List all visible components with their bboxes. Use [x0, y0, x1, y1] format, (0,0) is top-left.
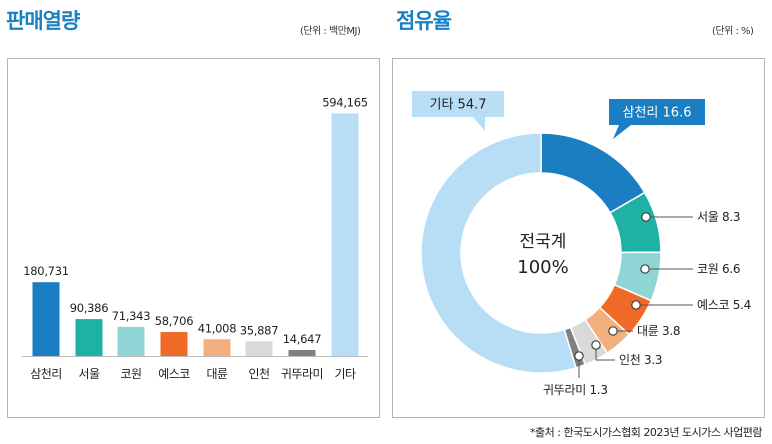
bar-item-6 [288, 350, 316, 356]
leader-dot [591, 340, 601, 350]
bar-category-label: 예스코 [158, 367, 190, 381]
share-donut-chart: 전국계 100% 삼천리 16.6 기타 54.7 서울 8.3 코원 6.6 예스코 … [412, 91, 751, 397]
bar-item-1 [75, 319, 103, 356]
sales-unit: (단위 : 백만MJ) [300, 26, 361, 37]
slice-label-item-7: 기타 54.7 [430, 98, 487, 113]
bar-item-5 [245, 341, 273, 356]
bar-category-label: 인천 [248, 366, 269, 381]
donut-center-label: 전국계 [520, 232, 567, 252]
bar-value-label: 594,165 [322, 95, 367, 109]
bar-category-label: 삼천리 [30, 366, 62, 381]
leader-dot [631, 300, 641, 310]
donut-slice-item-0 [540, 132, 646, 214]
donut-center-value: 100% [517, 257, 568, 278]
bar-item-0 [32, 282, 60, 356]
leader-dot [608, 326, 618, 336]
slice-label-item-1: 서울 8.3 [697, 210, 740, 224]
callout-box [412, 91, 504, 117]
share-title: 점유율 [396, 9, 452, 33]
bar-category-label: 귀뚜라미 [281, 367, 323, 381]
source-note: *출처 : 한국도시가스협회 2023년 도시가스 사업편람 [530, 426, 762, 439]
bar-value-label: 14,647 [283, 332, 321, 346]
bar-category-label: 대륜 [206, 367, 228, 381]
bar-item-3 [160, 332, 188, 356]
bar-value-label: 58,706 [155, 314, 193, 328]
sales-panel: 180,731 삼천리 90,386 서울 71,343 코원 58,706 예스코 41,00… [7, 58, 380, 418]
bar-item-7 [331, 113, 359, 356]
slice-label-item-0: 삼천리 16.6 [623, 106, 692, 121]
callout-tail [613, 125, 631, 139]
bar-value-label: 41,008 [198, 321, 236, 335]
donut-slice-item-7 [420, 132, 577, 374]
leader-dot [574, 351, 584, 361]
share-panel: 전국계 100% 삼천리 16.6 기타 54.7 서울 8.3 코원 6.6 예스코 … [392, 58, 765, 418]
slice-label-item-6: 귀뚜라미 1.3 [543, 383, 608, 397]
leader-dot [640, 264, 650, 274]
sales-title: 판매열량 [6, 9, 80, 33]
bar-value-label: 35,887 [240, 323, 278, 337]
bar-category-label: 기타 [334, 367, 356, 381]
bar-value-label: 90,386 [70, 301, 108, 315]
slice-label-item-2: 코원 6.6 [697, 262, 740, 276]
slice-label-item-3: 예스코 5.4 [697, 298, 751, 312]
bar-value-label: 180,731 [23, 264, 68, 278]
share-unit: (단위 : %) [712, 26, 754, 37]
leader-line [595, 345, 615, 361]
bar-value-label: 71,343 [112, 309, 150, 323]
slice-label-item-5: 인천 3.3 [619, 352, 662, 367]
callout-tail [473, 117, 485, 131]
callout-box [609, 99, 705, 125]
bar-category-label: 서울 [78, 367, 100, 381]
sales-bar-chart: 180,731 삼천리 90,386 서울 71,343 코원 58,706 예스코 41,00… [22, 95, 368, 381]
bar-item-4 [203, 339, 231, 356]
bar-category-label: 코원 [120, 367, 141, 381]
leader-dot [641, 212, 651, 222]
slice-label-item-4: 대륜 3.8 [637, 324, 680, 338]
bar-item-2 [117, 326, 145, 356]
